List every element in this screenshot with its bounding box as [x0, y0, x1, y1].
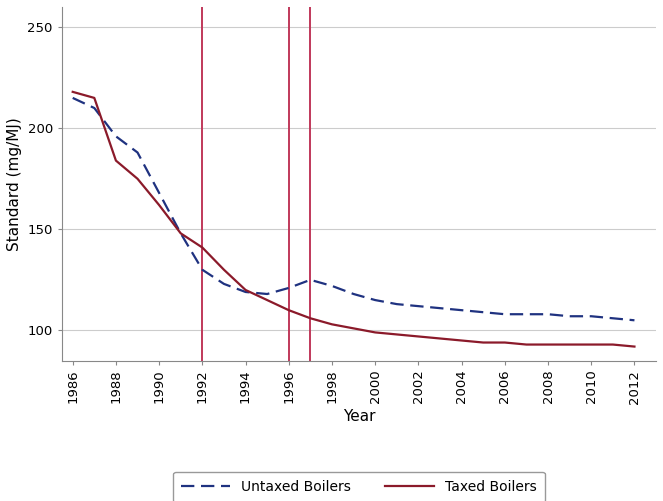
- Taxed Boilers: [566, 342, 573, 348]
- Untaxed Boilers: [522, 311, 530, 317]
- Taxed Boilers: [414, 334, 422, 340]
- Taxed Boilers: [436, 336, 444, 342]
- Taxed Boilers: [392, 332, 400, 338]
- Taxed Boilers: [587, 342, 595, 348]
- Taxed Boilers: [544, 342, 552, 348]
- Untaxed Boilers: [198, 267, 206, 273]
- Taxed Boilers: [285, 307, 293, 313]
- Untaxed Boilers: [220, 281, 228, 287]
- Taxed Boilers: [69, 89, 77, 95]
- Taxed Boilers: [371, 330, 379, 336]
- Y-axis label: Standard (mg/MJ): Standard (mg/MJ): [7, 117, 22, 250]
- Legend: Untaxed Boilers, Taxed Boilers: Untaxed Boilers, Taxed Boilers: [173, 472, 545, 501]
- Taxed Boilers: [241, 287, 249, 293]
- Untaxed Boilers: [155, 190, 163, 196]
- Taxed Boilers: [349, 325, 357, 331]
- Taxed Boilers: [263, 297, 271, 303]
- Untaxed Boilers: [349, 291, 357, 297]
- Taxed Boilers: [198, 244, 206, 250]
- Taxed Boilers: [90, 95, 98, 101]
- Untaxed Boilers: [177, 230, 185, 236]
- Untaxed Boilers: [112, 133, 120, 139]
- Taxed Boilers: [220, 267, 228, 273]
- Taxed Boilers: [155, 202, 163, 208]
- Untaxed Boilers: [501, 311, 509, 317]
- Untaxed Boilers: [587, 313, 595, 319]
- Untaxed Boilers: [371, 297, 379, 303]
- Untaxed Boilers: [328, 283, 336, 289]
- Untaxed Boilers: [609, 315, 617, 321]
- Untaxed Boilers: [263, 291, 271, 297]
- Untaxed Boilers: [457, 307, 465, 313]
- Taxed Boilers: [133, 176, 141, 182]
- Taxed Boilers: [501, 340, 509, 346]
- Taxed Boilers: [609, 342, 617, 348]
- Untaxed Boilers: [414, 303, 422, 309]
- Untaxed Boilers: [392, 301, 400, 307]
- Taxed Boilers: [306, 315, 314, 321]
- Taxed Boilers: [328, 321, 336, 327]
- Untaxed Boilers: [479, 309, 487, 315]
- Line: Untaxed Boilers: Untaxed Boilers: [73, 98, 634, 320]
- X-axis label: Year: Year: [343, 409, 375, 424]
- Untaxed Boilers: [241, 289, 249, 295]
- Untaxed Boilers: [306, 277, 314, 283]
- Untaxed Boilers: [544, 311, 552, 317]
- Taxed Boilers: [479, 340, 487, 346]
- Untaxed Boilers: [90, 105, 98, 111]
- Untaxed Boilers: [436, 305, 444, 311]
- Taxed Boilers: [631, 344, 638, 350]
- Untaxed Boilers: [566, 313, 573, 319]
- Untaxed Boilers: [69, 95, 77, 101]
- Untaxed Boilers: [133, 149, 141, 155]
- Taxed Boilers: [112, 158, 120, 164]
- Untaxed Boilers: [285, 285, 293, 291]
- Taxed Boilers: [522, 342, 530, 348]
- Taxed Boilers: [457, 338, 465, 344]
- Line: Taxed Boilers: Taxed Boilers: [73, 92, 634, 347]
- Taxed Boilers: [177, 230, 185, 236]
- Untaxed Boilers: [631, 317, 638, 323]
